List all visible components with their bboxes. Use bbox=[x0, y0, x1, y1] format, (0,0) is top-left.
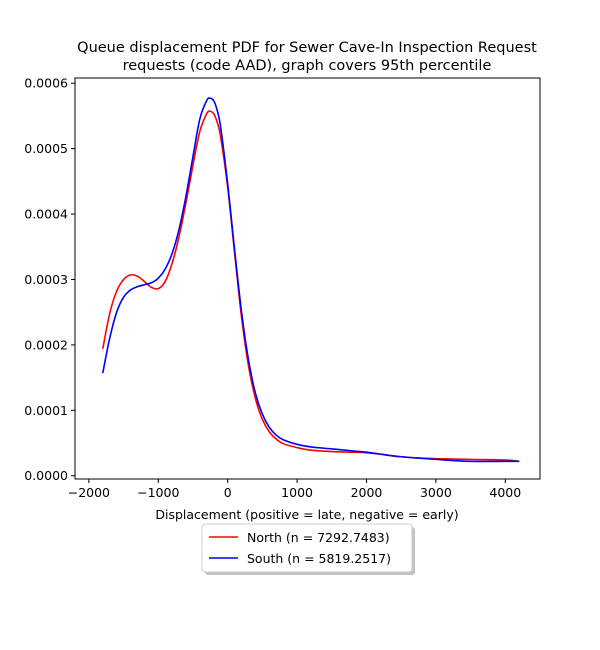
x-tick-label: 3000 bbox=[420, 485, 452, 500]
y-tick-label: 0.0004 bbox=[24, 207, 68, 222]
legend-label-south: South (n = 5819.2517) bbox=[247, 551, 391, 566]
legend-label-north: North (n = 7292.7483) bbox=[247, 530, 390, 545]
chart-title-line-1: Queue displacement PDF for Sewer Cave-In… bbox=[77, 40, 537, 56]
y-tick-label: 0.0002 bbox=[24, 337, 68, 352]
y-tick-label: 0.0006 bbox=[24, 76, 68, 91]
series-line-south bbox=[101, 97, 520, 463]
chart-title-line-2: requests (code AAD), graph covers 95th p… bbox=[123, 58, 492, 74]
series-layer bbox=[101, 97, 520, 463]
x-tick-label: 2000 bbox=[351, 485, 383, 500]
plot-frame bbox=[74, 77, 541, 480]
y-tick-label: 0.0005 bbox=[24, 141, 68, 156]
y-tick-label: 0.0003 bbox=[24, 272, 68, 287]
legend-box bbox=[201, 523, 413, 573]
x-tick-label: 1000 bbox=[281, 485, 313, 500]
plot-area bbox=[74, 77, 541, 480]
x-tick-label: 0 bbox=[224, 485, 232, 500]
x-axis-ticks: −2000 −1000 0 1000 2000 3000 4000 bbox=[68, 479, 521, 500]
y-tick-label: 0.0001 bbox=[24, 403, 68, 418]
legend: North (n = 7292.7483) South (n = 5819.25… bbox=[201, 523, 415, 575]
x-tick-label: 4000 bbox=[489, 485, 521, 500]
x-tick-label: −2000 bbox=[68, 485, 110, 500]
y-axis-ticks: 0.0000 0.0001 0.0002 0.0003 0.0004 0.0005 0.00… bbox=[24, 76, 75, 483]
x-axis-label: Displacement (positive = late, negative … bbox=[155, 507, 458, 522]
x-tick-label: −1000 bbox=[137, 485, 179, 500]
y-tick-label: 0.0000 bbox=[24, 468, 68, 483]
